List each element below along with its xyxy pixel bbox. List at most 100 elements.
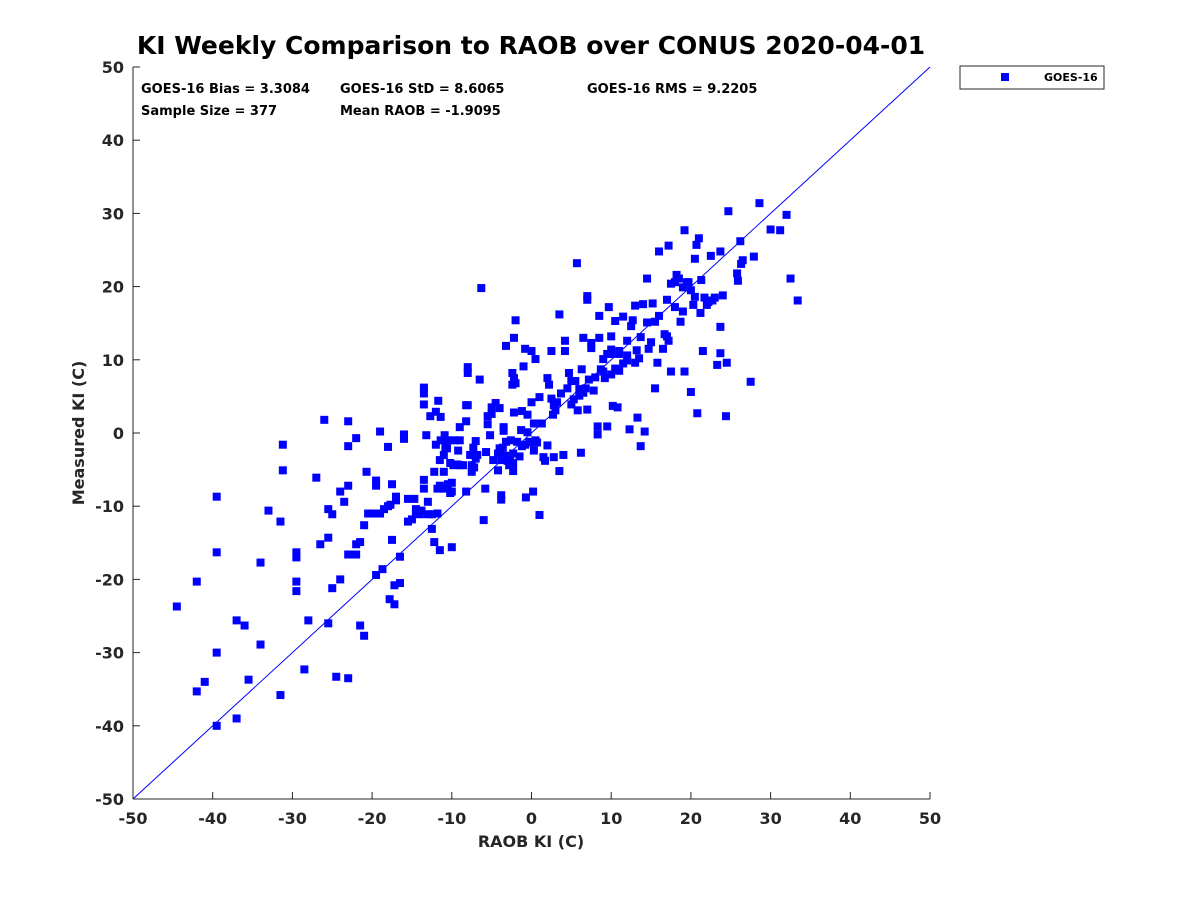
data-point: [689, 300, 698, 309]
data-point: [535, 393, 544, 402]
data-point: [494, 449, 503, 458]
data-point: [543, 374, 552, 383]
y-tick-label: 10: [102, 351, 124, 370]
x-tick-label: -40: [198, 809, 227, 828]
data-point: [674, 274, 683, 283]
data-point: [462, 417, 471, 426]
stat-rms: GOES-16 RMS = 9.2205: [587, 82, 757, 97]
data-point: [320, 415, 329, 424]
data-point: [556, 389, 565, 398]
y-tick-label: -50: [95, 790, 124, 809]
data-point: [662, 332, 671, 341]
stat-bias: GOES-16 Bias = 3.3084: [141, 82, 310, 97]
data-point: [447, 487, 456, 496]
data-point: [430, 538, 439, 547]
data-point: [340, 497, 349, 506]
data-point: [232, 714, 241, 723]
data-point: [595, 333, 604, 342]
data-point: [547, 394, 556, 403]
x-tick-label: -10: [437, 809, 466, 828]
data-point: [563, 384, 572, 393]
data-point: [684, 278, 693, 287]
data-point: [360, 631, 369, 640]
data-point: [647, 338, 656, 347]
data-point: [706, 251, 715, 260]
data-point: [690, 292, 699, 301]
data-point: [527, 347, 536, 356]
data-point: [390, 600, 399, 609]
data-point: [463, 368, 472, 377]
data-point: [576, 448, 585, 457]
data-point: [304, 616, 313, 625]
data-point: [694, 234, 703, 243]
data-point: [312, 473, 321, 482]
data-point: [644, 344, 653, 353]
data-point: [593, 422, 602, 431]
data-point: [659, 344, 668, 353]
data-point: [680, 367, 689, 376]
data-point: [378, 565, 387, 574]
data-point: [439, 484, 448, 493]
data-point: [648, 299, 657, 308]
data-point: [212, 492, 221, 501]
data-point: [463, 401, 472, 410]
data-point: [724, 207, 733, 216]
data-point: [443, 436, 452, 445]
data-point: [316, 540, 325, 549]
data-point: [589, 386, 598, 395]
data-point: [489, 456, 498, 465]
data-point: [483, 420, 492, 429]
data-point: [498, 443, 507, 452]
data-point: [324, 533, 333, 542]
data-point: [499, 423, 508, 432]
data-point: [362, 467, 371, 476]
data-point: [541, 456, 550, 465]
data-point: [607, 332, 616, 341]
data-point: [455, 436, 464, 445]
data-point: [292, 577, 301, 586]
data-point: [462, 487, 471, 496]
data-point: [623, 336, 632, 345]
data-point: [436, 436, 445, 445]
data-point: [537, 419, 546, 428]
data-point: [509, 449, 518, 458]
data-point: [501, 437, 510, 446]
data-point: [479, 516, 488, 525]
stat-mean-raob: Mean RAOB = -1.9095: [340, 104, 501, 119]
data-point: [693, 409, 702, 418]
data-point: [653, 358, 662, 367]
data-point: [454, 446, 463, 455]
data-point: [423, 497, 432, 506]
data-point: [716, 322, 725, 331]
data-point: [549, 453, 558, 462]
data-point: [700, 293, 709, 302]
data-point: [463, 363, 472, 372]
data-point: [599, 355, 608, 364]
data-point: [662, 295, 671, 304]
data-point: [419, 484, 428, 493]
data-point: [583, 405, 592, 414]
y-ticks: -50 -40 -30 -20 -10 0 10 20 30 40 50: [95, 58, 140, 809]
data-point: [584, 375, 593, 384]
data-point: [607, 349, 616, 358]
data-point: [698, 347, 707, 356]
data-point: [579, 388, 588, 397]
data-point: [513, 437, 522, 446]
data-point: [390, 581, 399, 590]
data-point: [212, 648, 221, 657]
data-point: [643, 274, 652, 283]
data-point: [244, 675, 253, 684]
data-point: [392, 492, 401, 501]
data-point: [600, 374, 609, 383]
data-point: [599, 367, 608, 376]
data-point: [466, 450, 475, 459]
data-point: [471, 437, 480, 446]
data-point: [736, 237, 745, 246]
data-point: [733, 276, 742, 285]
data-point: [443, 444, 452, 453]
data-point: [716, 247, 725, 256]
data-point: [640, 427, 649, 436]
data-point: [352, 550, 361, 559]
data-point: [352, 434, 361, 443]
data-point: [517, 407, 526, 416]
